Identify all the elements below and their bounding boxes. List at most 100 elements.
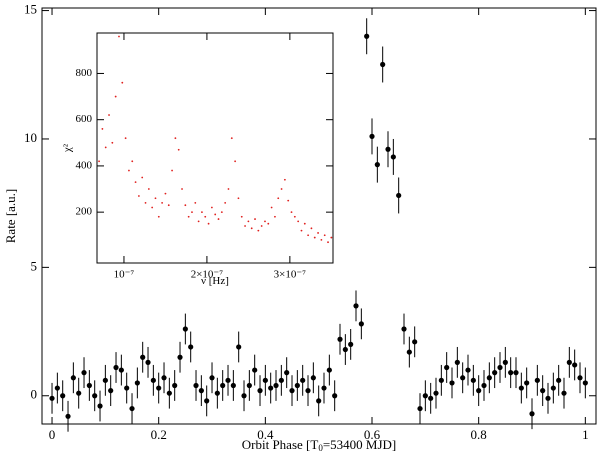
data-point	[342, 346, 348, 353]
data-point	[187, 215, 190, 218]
data-point	[111, 141, 114, 144]
data-point	[108, 114, 110, 116]
x-axis-label-text: =53400 MJD]	[323, 437, 396, 452]
data-point	[524, 380, 530, 386]
data-point	[257, 229, 260, 232]
data-point	[364, 33, 370, 39]
data-point	[369, 133, 375, 139]
data-point	[128, 169, 130, 172]
data-point	[348, 341, 354, 347]
data-point	[303, 222, 306, 225]
data-point	[114, 95, 117, 98]
x-tick-label: 1	[582, 427, 589, 442]
data-point	[297, 220, 300, 223]
inset-chart: 10⁻⁷ 2×10⁻⁷ 3×10⁻⁷ 200 400 600 800 ν [Hz] χ²	[62, 32, 334, 287]
data-point	[374, 162, 380, 168]
data-point	[144, 201, 147, 204]
data-point	[92, 393, 98, 399]
data-point	[113, 364, 119, 371]
data-point	[284, 370, 290, 376]
data-point	[201, 211, 203, 214]
y-tick-label: 200	[76, 206, 93, 218]
data-point	[444, 364, 450, 371]
data-point	[273, 382, 279, 389]
data-point	[193, 382, 199, 389]
data-point	[60, 393, 66, 399]
data-point	[300, 229, 303, 232]
x-axis-label-text: Orbit Phase [T	[242, 437, 319, 452]
data-point	[572, 362, 578, 368]
y-axis-label: Rate [a.u.]	[3, 189, 18, 244]
data-point	[214, 390, 220, 396]
data-point	[161, 375, 167, 381]
data-point	[124, 385, 130, 391]
data-point	[287, 199, 290, 202]
data-point	[566, 359, 572, 365]
data-point	[257, 388, 263, 394]
data-point	[154, 197, 157, 200]
data-point	[157, 215, 160, 218]
data-point	[129, 405, 135, 412]
x-tick-label: 0.4	[257, 427, 274, 442]
data-point	[289, 388, 295, 394]
data-point	[465, 367, 471, 373]
data-point	[244, 225, 246, 227]
data-point	[268, 385, 274, 391]
data-point	[417, 405, 423, 412]
data-point	[241, 393, 247, 399]
data-point	[277, 197, 280, 200]
data-point	[214, 213, 217, 216]
data-point	[167, 204, 170, 207]
data-point	[210, 206, 213, 209]
data-point	[316, 398, 322, 404]
data-point	[177, 148, 180, 151]
data-point	[234, 160, 237, 163]
data-point	[460, 375, 466, 381]
data-point	[224, 201, 227, 204]
data-point	[476, 388, 482, 394]
x-axis-label: ν [Hz]	[201, 275, 229, 287]
plot-frame	[96, 32, 334, 264]
data-point	[260, 225, 263, 227]
data-point	[264, 220, 266, 223]
x-tick-label: 3×10⁻⁷	[274, 269, 307, 281]
data-point	[194, 201, 197, 204]
x-axis-label: Orbit Phase [T0=53400 MJD]	[242, 437, 396, 453]
data-point	[81, 370, 87, 376]
data-point	[65, 413, 71, 419]
data-point	[449, 380, 455, 386]
data-point	[280, 188, 283, 190]
data-point	[337, 336, 343, 342]
data-point	[207, 222, 210, 225]
y-tick-label: 800	[76, 67, 93, 79]
data-point	[262, 377, 268, 383]
data-point	[220, 382, 226, 389]
data-point	[237, 197, 240, 200]
data-point	[582, 380, 588, 386]
data-point	[98, 160, 100, 163]
data-point	[313, 236, 316, 239]
data-point	[145, 359, 151, 365]
data-point	[550, 385, 556, 391]
data-point	[204, 398, 210, 404]
data-point	[246, 382, 252, 389]
data-point	[406, 349, 412, 355]
data-point	[141, 176, 144, 179]
data-point	[422, 393, 428, 399]
data-point	[124, 137, 127, 140]
data-point	[380, 61, 386, 68]
data-point	[86, 382, 92, 389]
data-point	[252, 367, 258, 373]
data-point	[225, 377, 231, 383]
data-point	[101, 128, 104, 130]
data-point	[326, 367, 332, 373]
data-point	[54, 385, 60, 391]
data-point	[433, 390, 439, 396]
data-point	[529, 411, 535, 417]
data-point	[481, 382, 487, 389]
data-point	[401, 326, 407, 332]
data-point	[305, 388, 311, 394]
data-point	[396, 192, 402, 199]
data-point	[227, 188, 230, 190]
data-point	[76, 390, 82, 396]
